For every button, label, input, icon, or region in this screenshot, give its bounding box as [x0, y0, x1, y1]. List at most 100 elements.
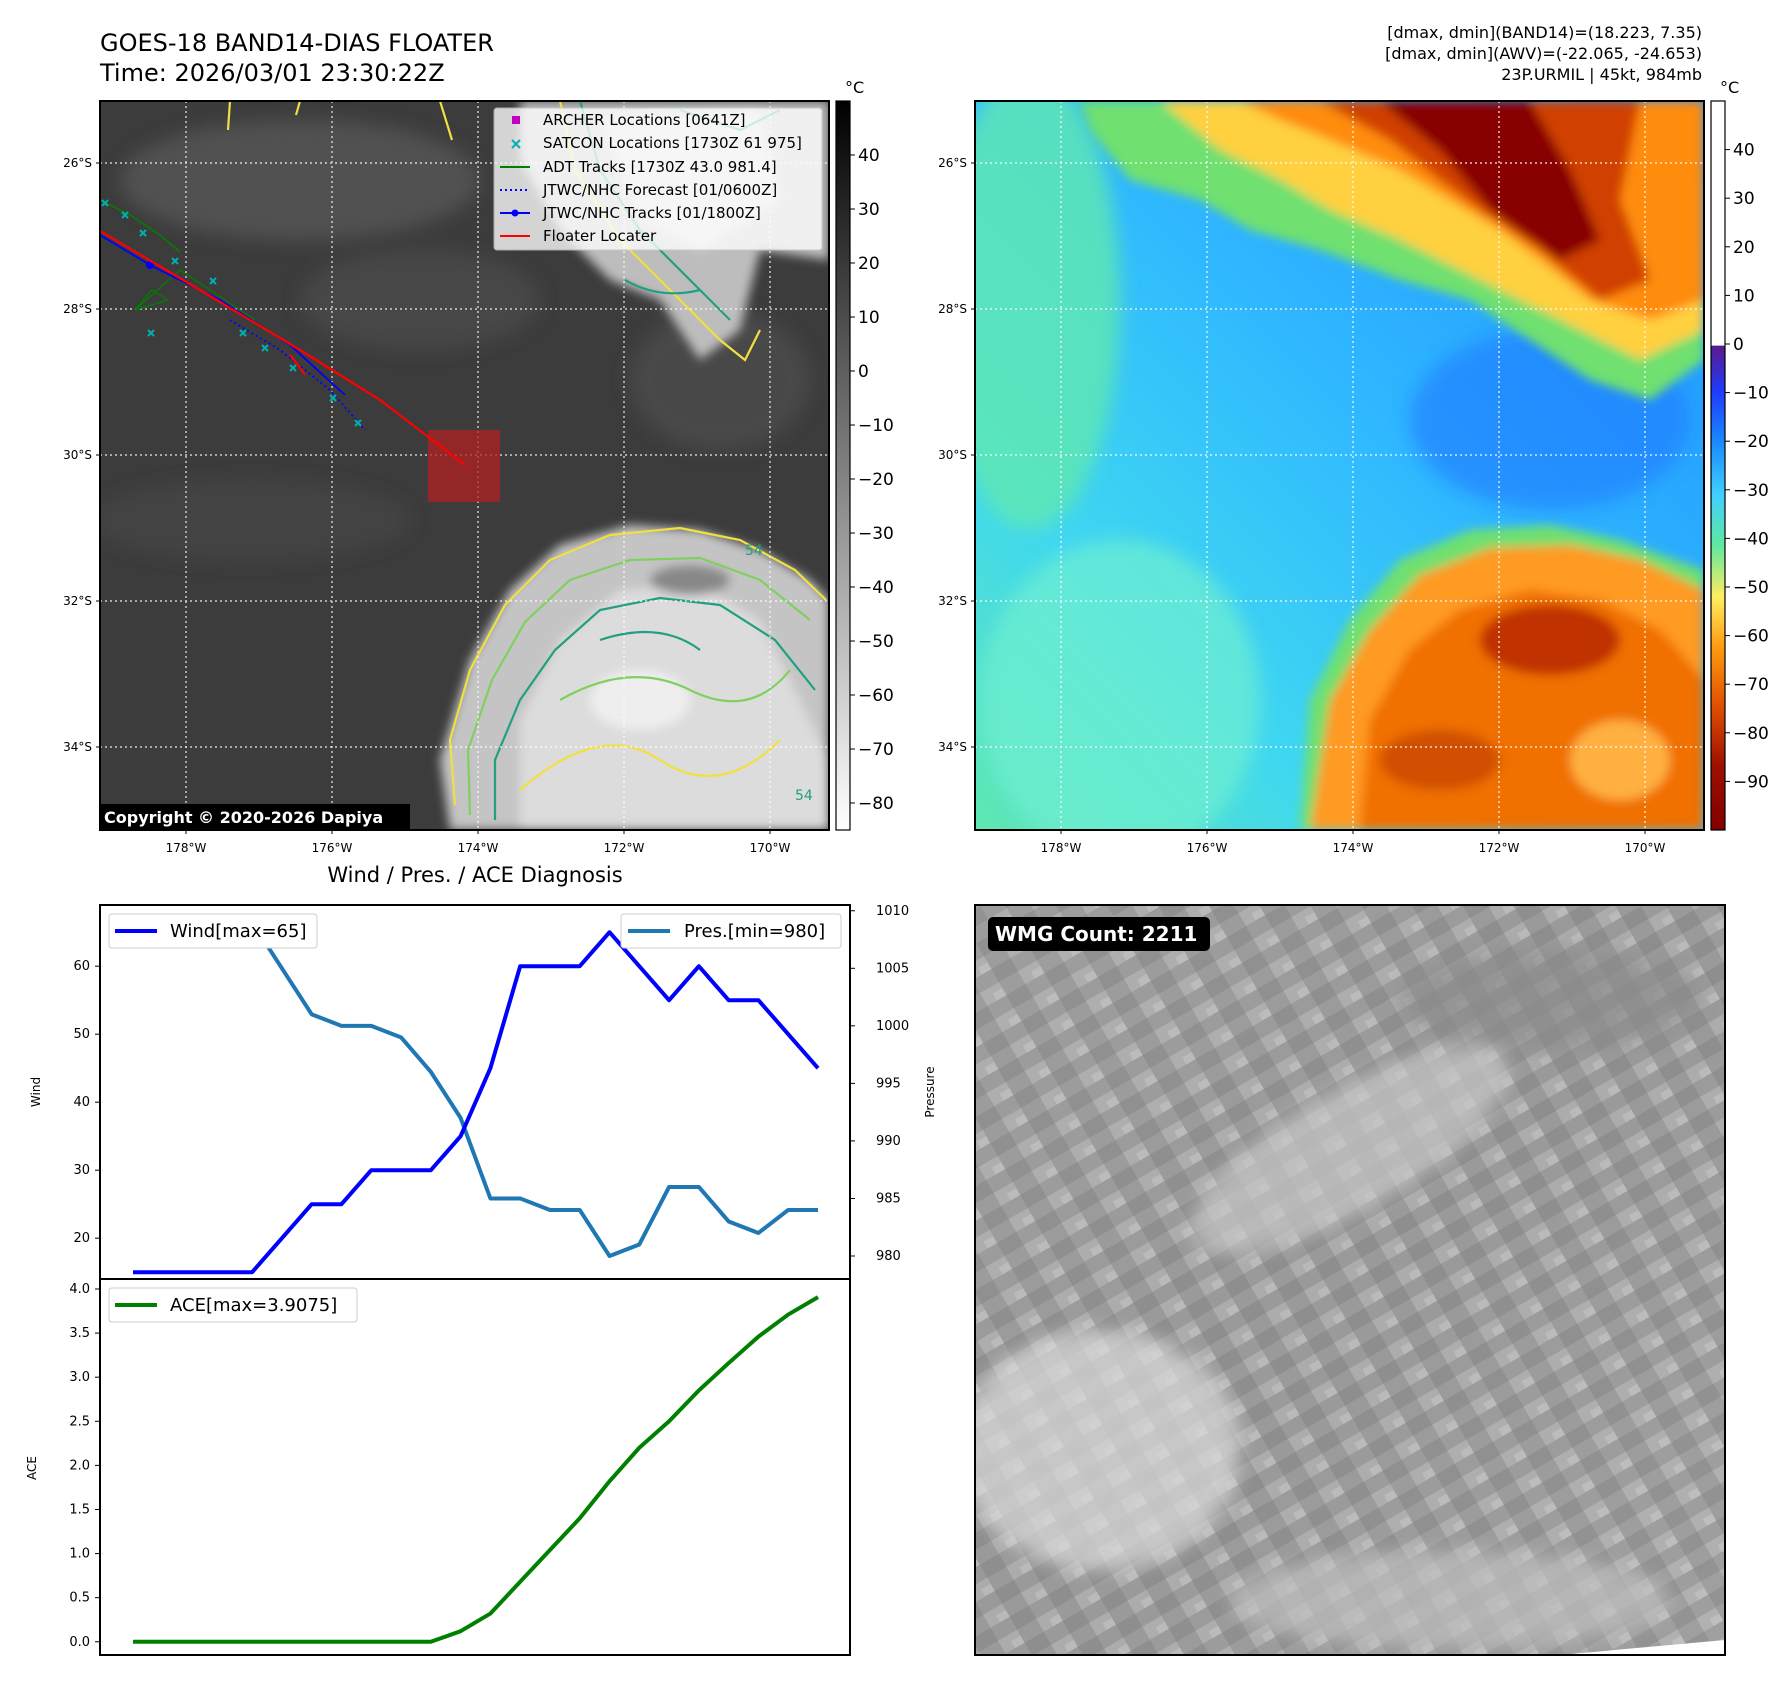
wv-lon-tick: 170°W — [1625, 841, 1666, 855]
legend-label-jtwc: JTWC/NHC Tracks [01/1800Z] — [542, 204, 761, 222]
legend-satcon-marker — [511, 139, 521, 149]
colorbar-tick: −80 — [858, 794, 894, 814]
pressure-legend: Pres.[min=980] — [620, 913, 842, 949]
copyright-box — [100, 804, 410, 830]
wv-lat-tick: 30°S — [938, 448, 967, 462]
ir-lon-tick: 176°W — [312, 841, 353, 855]
wv-lat-tick: 28°S — [938, 302, 967, 316]
pressure-ytick: 1000 — [876, 1019, 909, 1034]
wmg-panel: WMG Count: 2211 — [974, 904, 1726, 1656]
info-storm: 23P.URMIL | 45kt, 984mb — [1501, 65, 1702, 84]
wv-colorbar: °C 40 30 20 10 0 −10 −20 −30 −40 −50 −60 −70 −80 −90 — [1710, 78, 1769, 831]
colorbar-tick: −70 — [1733, 675, 1769, 695]
pressure-ytick: 990 — [876, 1134, 901, 1149]
wind-ytick: 40 — [73, 1095, 90, 1110]
wv-lon-tick: 178°W — [1041, 841, 1082, 855]
ir-lon-tick: 174°W — [458, 841, 499, 855]
pressure-legend-label: Pres.[min=980] — [684, 921, 825, 942]
ir-lat-tick: 34°S — [63, 740, 92, 754]
satcon-markers — [101, 199, 362, 427]
legend-archer-marker — [512, 116, 520, 124]
colorbar-tick: −60 — [1733, 627, 1769, 647]
wv-lat-tick: 32°S — [938, 594, 967, 608]
legend-label-forecast: JTWC/NHC Forecast [01/0600Z] — [542, 181, 777, 199]
ace-ytick: 3.0 — [69, 1370, 90, 1385]
colorbar-tick: −30 — [1733, 481, 1769, 501]
wv-lon-tick: 172°W — [1479, 841, 1520, 855]
colorbar-tick: 30 — [858, 200, 880, 220]
ir-lat-tick: 28°S — [63, 302, 92, 316]
legend-label-adt: ADT Tracks [1730Z 43.0 981.4] — [543, 158, 777, 176]
ace-legend-label: ACE[max=3.9075] — [170, 1295, 337, 1316]
wind-ytick: 30 — [73, 1163, 90, 1178]
colorbar-tick: 40 — [858, 146, 880, 166]
colorbar-tick: 0 — [1733, 335, 1744, 355]
wind-legend: Wind[max=65] — [108, 913, 318, 949]
pressure-ytick: 985 — [876, 1191, 901, 1206]
colorbar-tick: −30 — [858, 524, 894, 544]
wmg-count-label: WMG Count: 2211 — [995, 922, 1197, 946]
colorbar-tick: −40 — [1733, 529, 1769, 549]
ace-ytick: 1.0 — [69, 1547, 90, 1562]
ir-lat-tick: 26°S — [63, 156, 92, 170]
contour-label-1: 54 — [745, 543, 763, 559]
wv-lon-tick: 174°W — [1333, 841, 1374, 855]
adt-track — [100, 199, 181, 253]
colorbar-tick: −10 — [858, 416, 894, 436]
info-awv: [dmax, dmin](AWV)=(-22.065, -24.653) — [1385, 44, 1702, 63]
figure-time: Time: 2026/03/01 23:30:22Z — [99, 59, 445, 87]
ace-series-line — [133, 1295, 820, 1644]
pressure-ytick: 1010 — [876, 904, 909, 919]
ace-ytick: 4.0 — [69, 1282, 90, 1297]
colorbar-tick: −60 — [858, 686, 894, 706]
ir-map: 54 54 — [99, 100, 830, 831]
wind-ytick: 20 — [73, 1231, 90, 1246]
wind-legend-label: Wind[max=65] — [170, 921, 307, 942]
wind-pressure-chart: Wind Pressure 20 30 40 50 60 980 985 990 995 100… — [29, 904, 937, 1280]
figure-title: GOES-18 BAND14-DIAS FLOATER — [100, 29, 494, 57]
wv-lat-tick: 34°S — [938, 740, 967, 754]
colorbar-tick: −20 — [858, 470, 894, 490]
colorbar-tick: −40 — [858, 578, 894, 598]
wind-ytick: 60 — [73, 959, 90, 974]
jtwc-track — [100, 234, 346, 396]
info-band14: [dmax, dmin](BAND14)=(18.223, 7.35) — [1387, 23, 1702, 42]
wv-lon-tick: 176°W — [1187, 841, 1228, 855]
ir-lat-tick: 32°S — [63, 594, 92, 608]
colorbar-tick: −50 — [1733, 578, 1769, 598]
ir-lon-tick: 172°W — [604, 841, 645, 855]
pressure-ytick: 995 — [876, 1076, 901, 1091]
floater-box — [428, 430, 500, 502]
colorbar-tick: −10 — [1733, 384, 1769, 404]
colorbar-tick: 10 — [1733, 286, 1755, 306]
ace-ytick: 0.0 — [69, 1635, 90, 1650]
contour-label-2: 54 — [795, 788, 813, 804]
ace-ytick: 2.0 — [69, 1458, 90, 1473]
colorbar-tick: −90 — [1733, 772, 1769, 792]
wv-lat-tick: 26°S — [938, 156, 967, 170]
colorbar-tick: −20 — [1733, 432, 1769, 452]
pressure-ytick: 980 — [876, 1249, 901, 1264]
ace-ytick: 2.5 — [69, 1414, 90, 1429]
colorbar-tick: 30 — [1733, 189, 1755, 209]
legend-label-satcon: SATCON Locations [1730Z 61 975] — [543, 134, 802, 152]
colorbar-tick: 0 — [858, 362, 869, 382]
pressure-ytick: 1005 — [876, 961, 909, 976]
wind-ytick: 50 — [73, 1027, 90, 1042]
ace-ytick: 1.5 — [69, 1502, 90, 1517]
chart-title: Wind / Pres. / ACE Diagnosis — [327, 863, 622, 887]
copyright-text: Copyright © 2020-2026 Dapiya — [104, 808, 383, 827]
ace-ytick: 0.5 — [69, 1591, 90, 1606]
map-legend: ARCHER Locations [0641Z] SATCON Location… — [493, 107, 823, 251]
wv-colorbar-unit: °C — [1720, 78, 1739, 97]
legend-label-floater: Floater Locater — [543, 227, 657, 245]
ace-chart: ACE 0.0 0.5 1.0 1.5 2.0 2.5 3.0 3.5 4.0 ACE[max=… — [25, 1278, 851, 1656]
floater-locater-line — [100, 230, 466, 466]
wind-axis-label: Wind — [29, 1077, 43, 1107]
colorbar-tick: 10 — [858, 308, 880, 328]
ir-colorbar-unit: °C — [845, 78, 864, 97]
wv-map — [974, 100, 1705, 831]
colorbar-tick: −50 — [858, 632, 894, 652]
ace-legend: ACE[max=3.9075] — [108, 1287, 358, 1323]
colorbar-tick: −80 — [1733, 724, 1769, 744]
